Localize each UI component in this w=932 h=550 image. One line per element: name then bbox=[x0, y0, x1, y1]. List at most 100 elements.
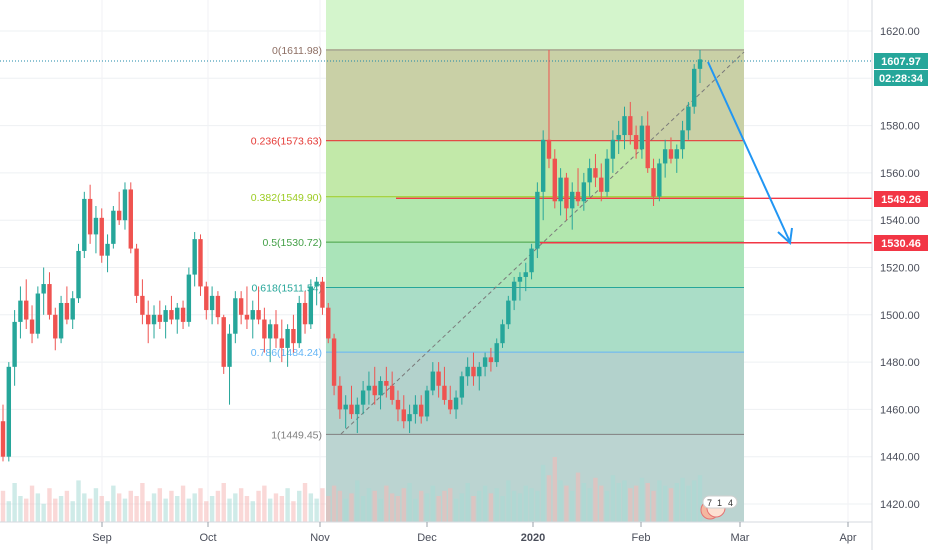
volume-bar bbox=[494, 488, 499, 522]
volume-bar bbox=[320, 488, 325, 522]
volume-bar bbox=[116, 493, 122, 522]
volume-bar bbox=[151, 493, 157, 522]
candle bbox=[76, 243, 81, 303]
x-tick-label: Mar bbox=[731, 532, 750, 544]
candle bbox=[320, 276, 325, 315]
candle bbox=[140, 279, 145, 325]
zone-band-382-5 bbox=[326, 198, 744, 243]
volume-bar bbox=[99, 496, 104, 522]
x-tick-label: Sep bbox=[92, 532, 112, 544]
volume-bar bbox=[488, 493, 494, 522]
candle bbox=[18, 286, 23, 339]
volume-bar bbox=[424, 493, 430, 522]
candle bbox=[511, 276, 517, 311]
volume-bar bbox=[477, 490, 482, 522]
candle bbox=[401, 395, 406, 429]
volume-bar bbox=[587, 488, 592, 522]
volume-bar bbox=[616, 483, 621, 522]
fib-level-label: 0.786(1484.24) bbox=[251, 347, 322, 359]
candle bbox=[215, 291, 221, 325]
candle bbox=[662, 139, 668, 178]
projection-arrow[interactable] bbox=[707, 61, 793, 246]
candle bbox=[581, 172, 587, 211]
zone-band-0-236 bbox=[326, 51, 744, 142]
candle bbox=[494, 338, 499, 367]
candle bbox=[645, 111, 650, 173]
volume-bar bbox=[540, 464, 546, 522]
volume-bar bbox=[523, 485, 528, 522]
candle bbox=[41, 267, 46, 315]
volume-bar bbox=[506, 480, 511, 522]
volume-bar bbox=[697, 475, 703, 522]
time-axis[interactable]: Sep Oct Nov Dec 2020 Feb Mar Apr bbox=[92, 522, 857, 544]
candle bbox=[430, 362, 436, 396]
x-tick-label: Nov bbox=[310, 532, 330, 544]
candle bbox=[105, 234, 110, 273]
volume-bar bbox=[6, 501, 12, 522]
price-tag: 1549.26 bbox=[874, 191, 928, 207]
volume-bar bbox=[64, 490, 70, 522]
volume-bar bbox=[360, 496, 366, 522]
candle bbox=[64, 286, 70, 325]
candle bbox=[558, 168, 563, 216]
price-tag-label: 02:28:34 bbox=[879, 73, 924, 85]
volume-bar bbox=[355, 480, 360, 522]
price-tag-label: 1549.26 bbox=[881, 194, 921, 206]
candle bbox=[697, 49, 703, 84]
volume-bar bbox=[35, 493, 41, 522]
volume-bar bbox=[622, 480, 627, 522]
volume-bar bbox=[291, 501, 296, 522]
volume-bar bbox=[407, 483, 412, 522]
candle bbox=[337, 376, 343, 419]
volume-bar bbox=[413, 498, 418, 522]
volume-bar bbox=[372, 490, 377, 522]
volume-bar bbox=[215, 490, 221, 522]
volume-bar bbox=[250, 501, 255, 522]
candle bbox=[540, 130, 546, 221]
candle bbox=[308, 279, 314, 329]
candle bbox=[53, 307, 58, 351]
volume-bar bbox=[41, 503, 46, 522]
y-tick-label: 1620.00 bbox=[880, 26, 920, 38]
price-tag: 1607.97 bbox=[874, 53, 928, 69]
volume-bar bbox=[227, 498, 232, 522]
y-tick-label: 1500.00 bbox=[880, 310, 920, 322]
fib-level-label: 0.618(1511.54) bbox=[252, 283, 322, 295]
candle bbox=[6, 362, 12, 462]
volume-bar bbox=[581, 483, 587, 522]
volume-bar bbox=[244, 496, 250, 522]
candle bbox=[604, 149, 610, 197]
y-tick-label: 1580.00 bbox=[880, 121, 920, 133]
candle bbox=[570, 182, 575, 230]
candle bbox=[134, 243, 139, 303]
volume-bar bbox=[529, 488, 534, 522]
candle bbox=[575, 168, 581, 207]
x-tick-label: Apr bbox=[839, 532, 856, 544]
volume-bar bbox=[279, 496, 284, 522]
volume-bar bbox=[331, 485, 337, 522]
volume-bar bbox=[575, 472, 581, 522]
candle bbox=[82, 191, 87, 259]
volume-bar bbox=[482, 485, 488, 522]
volume-bar bbox=[570, 490, 575, 522]
candle bbox=[448, 385, 453, 415]
volume-bar bbox=[604, 490, 610, 522]
candle bbox=[302, 291, 308, 334]
candle bbox=[482, 352, 488, 377]
candle bbox=[633, 125, 639, 159]
candle bbox=[111, 206, 116, 249]
event-flag-icon[interactable]: 7 1 4 bbox=[700, 495, 738, 520]
candle bbox=[587, 158, 592, 197]
candle bbox=[523, 262, 528, 292]
candle bbox=[546, 49, 552, 169]
candle bbox=[366, 371, 372, 405]
candle bbox=[99, 208, 104, 263]
volume-bar bbox=[517, 493, 523, 522]
candle bbox=[116, 191, 122, 225]
volume-bar bbox=[308, 493, 314, 522]
candle bbox=[12, 310, 17, 386]
volume-bar bbox=[82, 493, 87, 522]
volume-bar bbox=[93, 488, 99, 522]
price-axis[interactable]: 1420.00 1440.00 1460.00 1480.00 1500.00 1520.… bbox=[880, 26, 920, 511]
